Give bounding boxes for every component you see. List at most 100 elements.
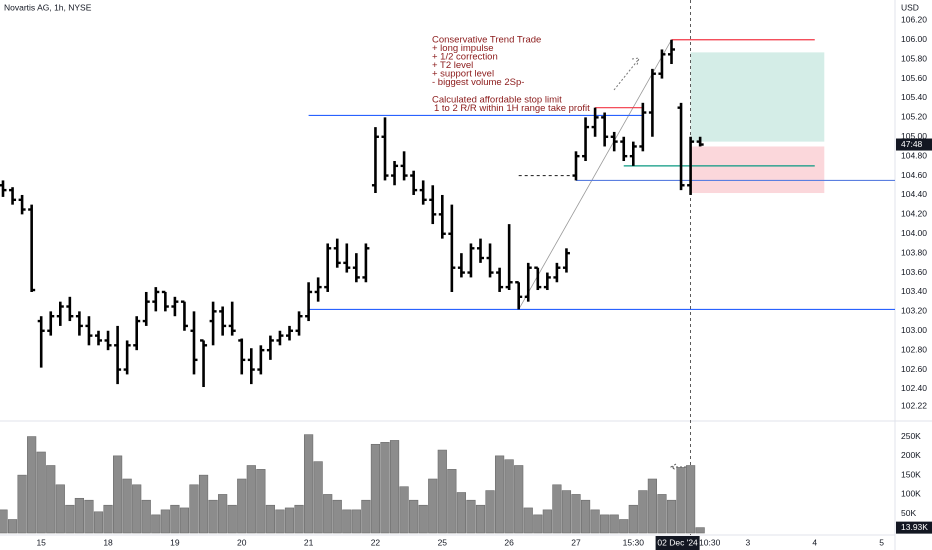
volume-label: 13.93K xyxy=(901,522,928,532)
ohlc-bar xyxy=(668,39,675,65)
ohlc-bar xyxy=(429,185,437,225)
ohlc-bar xyxy=(562,248,570,273)
ohlc-bar xyxy=(505,224,513,291)
volume-bar xyxy=(514,465,524,534)
volume-bar xyxy=(418,504,428,534)
volume-label-box xyxy=(896,521,932,534)
ohlc-bar xyxy=(371,127,379,194)
ohlc-bar xyxy=(37,316,45,368)
volume-bar xyxy=(36,451,46,534)
x-tick-label: 20 xyxy=(237,537,247,547)
ohlc-bar xyxy=(295,311,303,336)
ohlc-bar xyxy=(9,187,17,205)
ohlc-bar xyxy=(314,277,322,302)
ohlc-bar xyxy=(95,330,102,346)
volume-bar xyxy=(561,490,572,534)
ohlc-bar xyxy=(524,262,532,302)
ohlc-bar xyxy=(410,170,418,195)
y-tick-label: 50K xyxy=(901,508,916,518)
y-tick-label: 104.80 xyxy=(901,150,927,160)
ohlc-bar xyxy=(553,262,561,283)
volume-bar xyxy=(208,499,218,534)
volume-bar xyxy=(227,504,237,534)
volume-bar xyxy=(428,478,438,534)
ohlc-bar xyxy=(381,117,389,181)
volume-bar xyxy=(132,484,142,534)
ohlc-bar xyxy=(582,117,590,162)
ohlc-bar xyxy=(123,340,131,375)
y-tick-label: 104.00 xyxy=(901,228,927,238)
ohlc-bar xyxy=(457,253,465,278)
y-tick-label: 103.40 xyxy=(901,286,927,296)
ohlc-bar xyxy=(629,141,637,166)
volume-bar xyxy=(303,434,314,534)
ohlc-bar xyxy=(534,266,542,291)
countdown-label: 47:48 xyxy=(901,139,923,149)
ohlc-bar xyxy=(114,325,122,385)
ohlc-bar xyxy=(276,330,284,346)
volume-bar xyxy=(342,509,352,534)
volume-bar xyxy=(647,478,657,534)
y-tick-label: 105.40 xyxy=(901,92,927,102)
volume-bar xyxy=(695,527,705,534)
ohlc-bar xyxy=(362,243,370,283)
y-tick-label: 100K xyxy=(901,489,921,499)
volume-bar xyxy=(93,511,104,534)
volume-bar xyxy=(475,504,486,534)
volume-bar xyxy=(141,499,151,534)
y-tick-label: 150K xyxy=(901,469,921,479)
volume-bar xyxy=(456,492,467,534)
annotation: - biggest volume 2Sp- xyxy=(432,77,524,88)
volume-bar xyxy=(275,509,285,534)
ohlc-bar xyxy=(648,68,656,137)
ohlc-bar xyxy=(85,316,93,346)
volume-bar xyxy=(323,494,333,534)
volume-bar xyxy=(265,504,276,534)
y-tick-label: 105.80 xyxy=(901,53,927,63)
volume-bar xyxy=(55,484,65,534)
volume-bar xyxy=(552,484,562,534)
arrow xyxy=(613,57,640,91)
y-tick-label: 102.22 xyxy=(901,401,927,411)
y-tick-label: 250K xyxy=(901,431,921,441)
ohlc-bar xyxy=(66,296,74,322)
y-tick-label: 105.60 xyxy=(901,73,927,83)
x-tick-label: 18 xyxy=(103,537,113,547)
volume-bar xyxy=(170,504,180,534)
volume-bar xyxy=(0,509,8,534)
annotation: 1 to 2 R/R within 1H range take profit xyxy=(434,103,590,114)
volume-bar xyxy=(246,465,256,534)
volume-bar xyxy=(571,494,581,534)
ohlc-bar xyxy=(620,136,628,162)
ohlc-bar xyxy=(543,272,551,291)
ohlc-bar xyxy=(658,49,666,79)
ohlc-bar xyxy=(687,136,695,195)
ohlc-bar xyxy=(152,287,160,312)
volume-bar xyxy=(409,499,419,534)
ohlc-bar xyxy=(180,300,188,331)
ohlc-bar xyxy=(572,151,580,181)
volume-bar xyxy=(590,509,600,534)
crosshair-label: 02 Dec '24 xyxy=(657,537,698,547)
volume-bar xyxy=(103,504,113,534)
volume-bar xyxy=(160,509,170,534)
ohlc-bar xyxy=(400,151,408,181)
y-tick-label: 106.00 xyxy=(901,34,927,44)
volume-bar xyxy=(17,474,27,534)
ohlc-bar xyxy=(486,243,494,278)
trend-line xyxy=(518,39,672,310)
x-tick-label: 26 xyxy=(504,537,514,547)
price-label-box xyxy=(896,138,932,151)
ohlc-bar xyxy=(610,131,618,152)
y-tick-label: 102.80 xyxy=(901,344,927,354)
ohlc-bar xyxy=(639,102,647,152)
y-tick-label: 103.60 xyxy=(901,267,927,277)
volume-bar xyxy=(198,474,209,534)
y-tick-label: 103.00 xyxy=(901,325,927,335)
chart-title: Novartis AG, 1h, NYSE xyxy=(4,2,92,12)
volume-bar xyxy=(485,490,495,534)
volume-bar xyxy=(332,499,342,534)
y-tick-label: 105.00 xyxy=(901,131,927,141)
ohlc-bar xyxy=(333,238,341,268)
